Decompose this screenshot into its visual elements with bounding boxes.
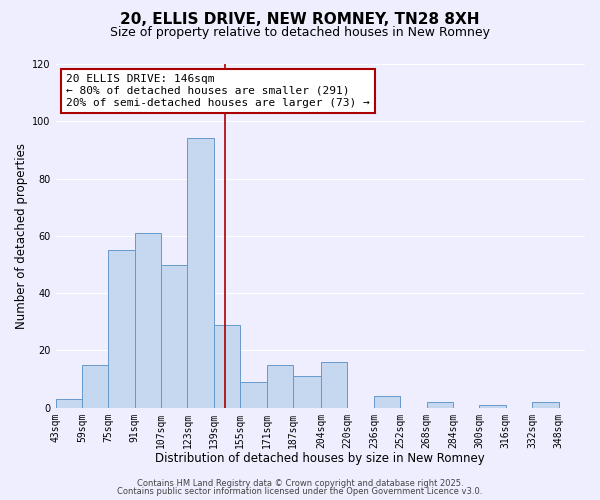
Bar — [532, 402, 559, 407]
Bar — [161, 264, 187, 408]
Bar — [479, 405, 506, 407]
Bar — [135, 233, 161, 408]
Bar — [82, 365, 109, 408]
Bar — [109, 250, 135, 408]
Text: Contains HM Land Registry data © Crown copyright and database right 2025.: Contains HM Land Registry data © Crown c… — [137, 478, 463, 488]
Text: Size of property relative to detached houses in New Romney: Size of property relative to detached ho… — [110, 26, 490, 39]
Bar — [214, 324, 240, 407]
Bar — [187, 138, 214, 407]
Bar — [374, 396, 400, 407]
Bar — [293, 376, 321, 408]
Text: 20, ELLIS DRIVE, NEW ROMNEY, TN28 8XH: 20, ELLIS DRIVE, NEW ROMNEY, TN28 8XH — [120, 12, 480, 28]
X-axis label: Distribution of detached houses by size in New Romney: Distribution of detached houses by size … — [155, 452, 485, 465]
Bar — [321, 362, 347, 408]
Bar — [427, 402, 453, 407]
Bar — [266, 365, 293, 408]
Text: Contains public sector information licensed under the Open Government Licence v3: Contains public sector information licen… — [118, 487, 482, 496]
Y-axis label: Number of detached properties: Number of detached properties — [15, 143, 28, 329]
Bar — [240, 382, 266, 407]
Text: 20 ELLIS DRIVE: 146sqm
← 80% of detached houses are smaller (291)
20% of semi-de: 20 ELLIS DRIVE: 146sqm ← 80% of detached… — [66, 74, 370, 108]
Bar — [56, 399, 82, 407]
